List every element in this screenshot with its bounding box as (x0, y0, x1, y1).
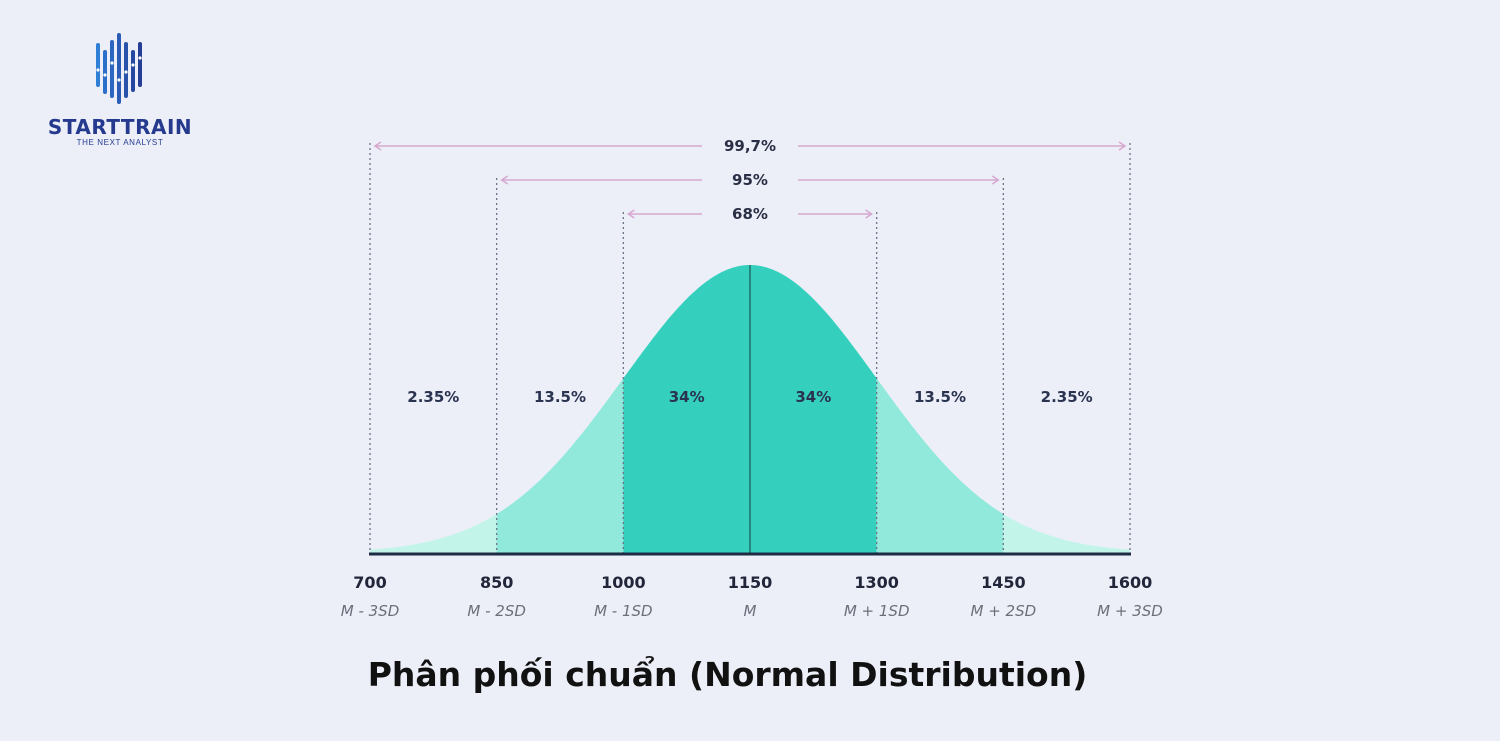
x-tick-label: 1600 (1108, 573, 1153, 592)
sd-guide-lines (369, 143, 1131, 553)
segment-percent: 2.35% (1041, 388, 1093, 406)
x-tick-label: 1450 (981, 573, 1026, 592)
chart-title: Phân phối chuẩn (Normal Distribution) (367, 655, 1088, 694)
x-sublabel: M - 3SD (341, 602, 400, 620)
curve-segment (370, 514, 497, 553)
x-tick-label: 850 (480, 573, 513, 592)
curve-areas (370, 265, 1130, 553)
segment-percent: 13.5% (914, 388, 966, 406)
curve-segment (496, 378, 624, 553)
x-sublabel: M + 2SD (970, 602, 1036, 620)
starttrain-logo: STARTTRAIN THE NEXT ANALYST (30, 30, 210, 150)
range-label: 99,7% (724, 137, 776, 155)
x-sublabel: M (744, 602, 757, 620)
segment-percent: 13.5% (534, 388, 586, 406)
range-label: 95% (732, 171, 768, 189)
segment-percent-labels: 2.35% 13.5% 34% 34% 13.5% 2.35% (407, 388, 1092, 406)
x-tick-label: 700 (353, 573, 386, 592)
x-sublabel: M + 1SD (844, 602, 910, 620)
range-label: 68% (732, 205, 768, 223)
logo-tagline: THE NEXT ANALYST (76, 138, 164, 147)
x-tick-label: 1150 (728, 573, 773, 592)
equalizer-bars-icon (96, 33, 142, 104)
curve-segment (750, 265, 877, 553)
segment-percent: 2.35% (407, 388, 459, 406)
x-sublabel: M - 2SD (467, 602, 526, 620)
x-tick-label: 1300 (854, 573, 899, 592)
x-sublabel: M - 1SD (594, 602, 653, 620)
x-tick-label: 1000 (601, 573, 646, 592)
segment-percent: 34% (669, 388, 705, 406)
x-sublabel: M + 3SD (1097, 602, 1163, 620)
curve-segment (623, 265, 750, 553)
segment-percent: 34% (795, 388, 831, 406)
curve-segment (876, 378, 1004, 553)
range-arrows: 99,7% 95% 68% (373, 137, 1127, 223)
curve-segment (1003, 514, 1130, 553)
x-axis-labels: 700 M - 3SD 850 M - 2SD 1000 M - 1SD 1150 M 1300… (341, 573, 1163, 620)
logo-name: STARTTRAIN (47, 115, 193, 139)
